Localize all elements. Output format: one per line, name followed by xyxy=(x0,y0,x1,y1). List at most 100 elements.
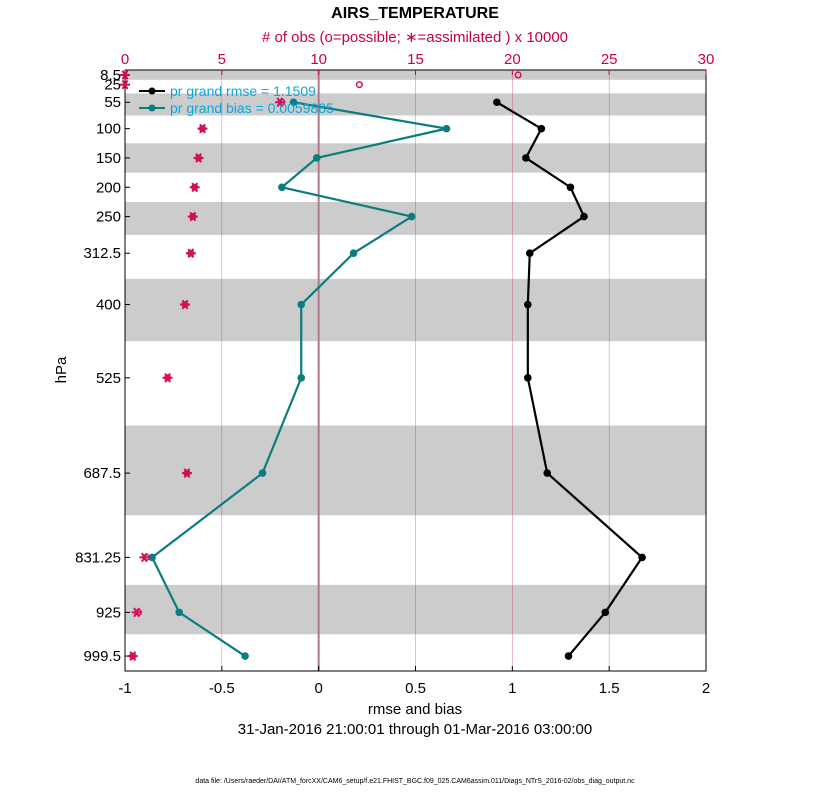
legend-label-bias: pr grand bias = 0.0059885 xyxy=(170,100,334,116)
band-8 xyxy=(125,278,706,342)
point-rmse-4 xyxy=(580,212,588,221)
top-tick-label-1: 5 xyxy=(218,51,226,68)
point-bias-1 xyxy=(442,124,451,133)
point-bias-7 xyxy=(297,374,306,382)
y-tick-label-2: 55 xyxy=(104,94,121,111)
y-tick-label-10: 687.5 xyxy=(83,465,121,482)
legend-marker-rmse xyxy=(148,87,156,95)
y-tick-label-4: 150 xyxy=(96,150,121,167)
x-tick-label-0: -1 xyxy=(118,680,131,697)
y-tick-label-13: 999.5 xyxy=(83,648,121,665)
obs-assimilated-7 xyxy=(185,248,196,259)
y-tick-label-9: 525 xyxy=(96,370,121,387)
obs-assimilated-3 xyxy=(197,123,208,134)
x-axis-label: rmse and bias xyxy=(368,701,462,718)
y-tick-label-11: 831.25 xyxy=(75,549,121,566)
point-bias-9 xyxy=(148,553,156,562)
top-tick-label-3: 15 xyxy=(407,51,424,68)
obs-assimilated-5 xyxy=(189,182,200,193)
y-axis-label: hPa xyxy=(53,356,70,383)
point-rmse-7 xyxy=(524,374,532,382)
legend: pr grand rmse = 1.1509 pr grand bias = 0… xyxy=(139,83,334,116)
point-rmse-1 xyxy=(537,124,546,133)
top-tick-label-0: 0 xyxy=(121,51,129,68)
obs-star-stroke xyxy=(181,299,189,310)
y-tick-label-1: 25 xyxy=(104,77,121,94)
obs-assimilated-2 xyxy=(274,97,285,108)
x-tick-label-6: 2 xyxy=(702,680,710,697)
band-4 xyxy=(125,143,706,173)
obs-star-stroke xyxy=(191,182,199,193)
obs-star-stroke xyxy=(133,607,140,618)
obs-assimilated-12 xyxy=(131,607,142,618)
obs-star-stroke xyxy=(121,70,129,80)
point-rmse-0 xyxy=(493,98,501,107)
obs-assimilated-10 xyxy=(181,468,192,478)
series-line-bias xyxy=(151,101,448,657)
point-rmse-6 xyxy=(524,300,532,309)
point-rmse-9 xyxy=(638,553,646,562)
y-tick-label-8: 400 xyxy=(96,297,121,314)
obs-star-stroke xyxy=(199,123,206,134)
obs-possible-0 xyxy=(514,71,522,79)
obs-star-stroke xyxy=(121,79,129,90)
point-bias-4 xyxy=(407,212,416,221)
y-tick-label-3: 100 xyxy=(96,121,121,138)
obs-assimilated-4 xyxy=(193,153,204,163)
series-layer xyxy=(148,98,646,660)
grid-lines xyxy=(221,70,610,671)
x-tick-label-5: 1.5 xyxy=(599,680,620,697)
legend-marker-bias xyxy=(148,104,156,112)
y-tick-label-5: 200 xyxy=(96,179,121,196)
obs-assimilated-11 xyxy=(139,552,150,563)
layer-bands xyxy=(125,70,706,635)
obs-star-stroke xyxy=(276,97,284,108)
band-12 xyxy=(125,584,706,635)
point-bias-2 xyxy=(312,154,321,162)
band-2 xyxy=(125,93,706,116)
top-tick-label-2: 10 xyxy=(310,51,327,68)
point-bias-3 xyxy=(278,183,286,192)
obs-possible-1 xyxy=(355,81,363,89)
chart-title: AIRS_TEMPERATURE xyxy=(331,5,499,22)
y-tick-label-6: 250 xyxy=(96,209,121,226)
band-10 xyxy=(125,425,706,516)
y-tick-label-0: 8.5 xyxy=(100,67,121,84)
obs-assimilated-0 xyxy=(120,70,130,80)
obs-star-stroke xyxy=(189,211,197,222)
top-tick-label-6: 30 xyxy=(698,51,715,68)
point-bias-8 xyxy=(258,469,267,477)
obs-star-stroke xyxy=(195,153,202,163)
footer-datafile: data file: /Users/raeder/DAI/ATM_forcXX/… xyxy=(195,778,635,785)
obs-star-stroke xyxy=(141,552,148,563)
x-tick-label-2: 0 xyxy=(314,680,322,697)
obs-assimilated-9 xyxy=(162,372,173,383)
x-tick-label-3: 0.5 xyxy=(405,680,426,697)
obs-assimilated-1 xyxy=(120,79,130,90)
series-line-rmse xyxy=(496,101,644,657)
obs-assimilated-13 xyxy=(127,651,138,661)
obs-star-stroke xyxy=(187,248,195,259)
point-rmse-5 xyxy=(525,249,534,258)
obs-star-stroke xyxy=(164,372,171,383)
point-bias-6 xyxy=(297,300,306,309)
x-tick-label-4: 1 xyxy=(508,680,516,697)
x-tick-label-1: -0.5 xyxy=(209,680,235,697)
y-tick-label-7: 312.5 xyxy=(83,245,121,262)
obs-star-stroke xyxy=(183,468,191,478)
point-rmse-11 xyxy=(564,652,573,660)
point-bias-5 xyxy=(349,249,358,258)
band-6 xyxy=(125,201,706,235)
obs-star-stroke xyxy=(129,651,137,661)
point-bias-0 xyxy=(289,98,298,107)
obs-assimilated-6 xyxy=(187,211,198,222)
y-tick-label-12: 925 xyxy=(96,604,121,621)
top-tick-label-4: 20 xyxy=(504,51,521,68)
top-tick-label-5: 25 xyxy=(601,51,618,68)
point-rmse-3 xyxy=(566,183,575,192)
top-axis-label: # of obs (o=possible; ∗=assimilated ) x … xyxy=(262,29,568,46)
point-rmse-10 xyxy=(601,608,610,617)
axis-ticks: -1 -0.5 0 0.5 1 1.5 20 5 10 15 20 25 308.52555100150… xyxy=(75,51,714,697)
obs-layer xyxy=(120,70,522,661)
